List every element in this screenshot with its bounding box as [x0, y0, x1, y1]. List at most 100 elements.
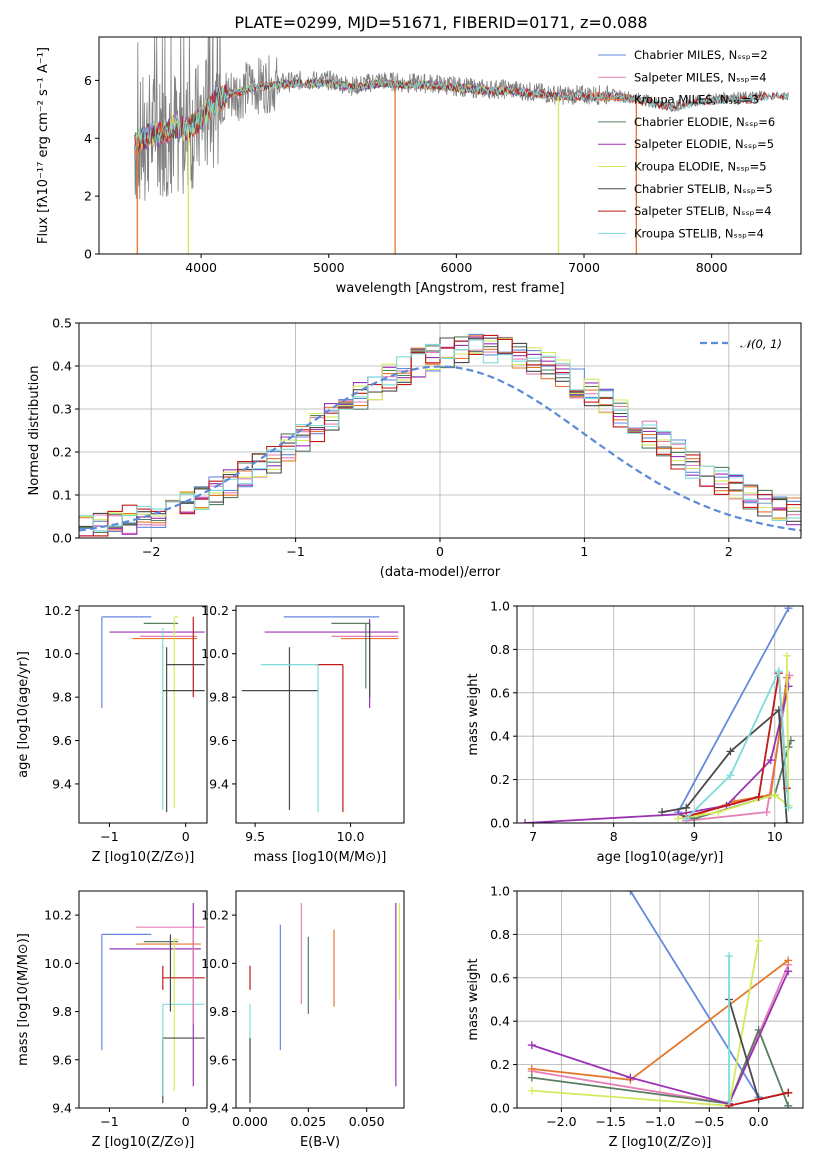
panel-massweight-vs-age: 7 8 9 10 0.0 0.2 0.4 0.6 0.8 1.0 age [log10(age/yr… — [466, 599, 804, 865]
weight-marker — [754, 936, 763, 945]
weight-marker — [527, 1064, 536, 1073]
x-tick-label: −2.0 — [546, 1114, 576, 1129]
x-tick-label: 0.025 — [290, 1114, 326, 1129]
x-tick-label: 5000 — [313, 260, 345, 275]
x-tick-label: −1 — [100, 1114, 118, 1129]
weight-marker — [527, 1041, 536, 1050]
y-tick-label: 9.6 — [52, 733, 72, 748]
weight-marker — [784, 1088, 793, 1097]
y-tick-label: 10.2 — [44, 603, 72, 618]
y-tick-label: 9.6 — [209, 733, 229, 748]
x-tick-label: 7 — [529, 829, 537, 844]
x-tick-label: 9.5 — [245, 829, 265, 844]
x-tick-label: −2 — [142, 544, 160, 559]
weight-line-4 — [531, 970, 790, 1105]
y-tick-label: 9.8 — [52, 690, 72, 705]
weight-marker — [726, 771, 735, 780]
plot-area — [101, 903, 205, 1104]
x-tick-label: 0 — [182, 1114, 190, 1129]
model-spectrum-8 — [134, 79, 789, 151]
x-tick-label: 0 — [436, 544, 444, 559]
y-tick-label: 0.2 — [52, 445, 72, 460]
y-tick-label: 0.1 — [52, 488, 72, 503]
x-tick-label: 10.0 — [337, 829, 365, 844]
y-tick-label: 0.2 — [490, 772, 510, 787]
y-tick-label: 0.0 — [52, 531, 72, 546]
y-tick-label: 9.4 — [209, 1101, 229, 1116]
x-tick-label: 7000 — [568, 260, 600, 275]
weight-line-2 — [685, 677, 788, 820]
panel-spectrum: Chabrier MILES, Nₛₛₚ=2 Salpeter MILES, Nₛ… — [36, 36, 802, 296]
legend-entry: Salpeter MILES, Nₛₛₚ=4 — [634, 70, 767, 84]
model-spectrum-5 — [134, 78, 559, 150]
x-tick-label: 9 — [690, 829, 698, 844]
weight-line-3 — [531, 1027, 790, 1107]
y-tick-label: 9.8 — [209, 690, 229, 705]
weight-marker — [726, 747, 735, 756]
y-axis-label: age [log10(age/yr)] — [16, 651, 31, 778]
weight-marker — [784, 606, 793, 613]
y-tick-label: 9.4 — [52, 776, 72, 791]
y-tick-label: 0.5 — [52, 316, 72, 331]
weight-marker — [682, 814, 691, 823]
y-tick-label: 2 — [84, 189, 92, 204]
x-axis-label: Z [log10(Z/Z⊙)] — [92, 850, 195, 865]
y-tick-label: 6 — [84, 73, 92, 88]
x-axis-label: age [log10(age/yr)] — [597, 850, 724, 865]
legend-entry: Kroupa MILES, Nₛₛₚ=3 — [634, 93, 759, 107]
x-axis-label: Z [log10(Z/Z⊙)] — [92, 1135, 195, 1150]
x-tick-label: 1 — [580, 544, 588, 559]
legend-entry: Chabrier MILES, Nₛₛₚ=2 — [634, 48, 768, 62]
panel-mass-vs-Z: −1 0 9.4 9.6 9.8 10.0 10.2 Z [log10(Z/Z⊙)] mass … — [16, 890, 208, 1150]
x-tick-label: 0.000 — [232, 1114, 268, 1129]
panel-residuals: 𝒩(0, 1) −2 −1 0 1 2 0.0 0.1 0.2 0.3 0.4 0.5 (data-mo… — [27, 316, 802, 580]
y-axis-label: Flux [fλ10⁻¹⁷ erg cm⁻² s⁻¹ A⁻¹] — [36, 47, 51, 244]
model-spectrum-6 — [134, 78, 789, 154]
x-tick-label: 0 — [182, 829, 190, 844]
panel-age-vs-Z: −1 0 9.4 9.6 9.8 10.0 10.2 Z [log10(Z/Z⊙)] age [… — [16, 603, 208, 865]
x-axis-label: E(B-V) — [300, 1135, 340, 1150]
legend: Chabrier MILES, Nₛₛₚ=2 Salpeter MILES, Nₛ… — [598, 48, 775, 240]
panel-massweight-vs-Z: −2.0 −1.5 −1.0 −0.5 0.0 0.0 0.2 0.4 0.6 0.8 1.0 Z [… — [466, 884, 804, 1150]
plot-area — [101, 616, 205, 813]
axes-frame — [516, 605, 804, 824]
axes-frame — [235, 890, 405, 1109]
y-tick-label: 0.6 — [490, 685, 510, 700]
weight-marker — [784, 967, 793, 976]
y-tick-label: 10.2 — [44, 908, 72, 923]
y-tick-label: 9.6 — [52, 1052, 72, 1067]
weight-marker — [626, 891, 635, 895]
x-axis-label: Z [log10(Z/Z⊙)] — [609, 1135, 712, 1150]
y-tick-label: 10.0 — [201, 646, 229, 661]
y-tick-label: 10.0 — [44, 956, 72, 971]
x-tick-label: −0.5 — [694, 1114, 724, 1129]
histogram-8 — [79, 339, 801, 532]
plot-area — [134, 37, 789, 254]
weight-marker — [658, 808, 667, 817]
y-axis-label: Normed distribution — [27, 366, 42, 496]
x-axis-label: wavelength [Angstrom, rest frame] — [336, 281, 565, 296]
x-axis-label: (data-model)/error — [380, 565, 501, 580]
weight-line-7 — [728, 1091, 789, 1107]
weight-marker — [674, 814, 683, 823]
weight-marker — [527, 1086, 536, 1095]
figure-title: PLATE=0299, MJD=51671, FIBERID=0171, z=0… — [234, 13, 647, 32]
legend: 𝒩(0, 1) — [700, 337, 782, 351]
y-tick-label: 9.4 — [209, 776, 229, 791]
legend-entry: Chabrier ELODIE, Nₛₛₚ=6 — [634, 115, 775, 129]
weight-marker — [714, 808, 723, 817]
y-tick-label: 10.0 — [44, 646, 72, 661]
weight-marker — [784, 956, 793, 965]
weight-marker — [762, 808, 771, 817]
weight-line-8 — [685, 670, 790, 820]
legend-entry: Kroupa STELIB, Nₛₛₚ=4 — [634, 226, 764, 240]
plot-area — [241, 616, 399, 813]
y-tick-label: 0.3 — [52, 402, 72, 417]
weight-marker — [626, 1073, 635, 1082]
y-tick-label: 9.4 — [52, 1101, 72, 1116]
histogram-5 — [79, 338, 801, 521]
y-tick-label: 9.8 — [52, 1004, 72, 1019]
y-tick-label: 0.2 — [490, 1057, 510, 1072]
weight-marker — [725, 952, 734, 961]
